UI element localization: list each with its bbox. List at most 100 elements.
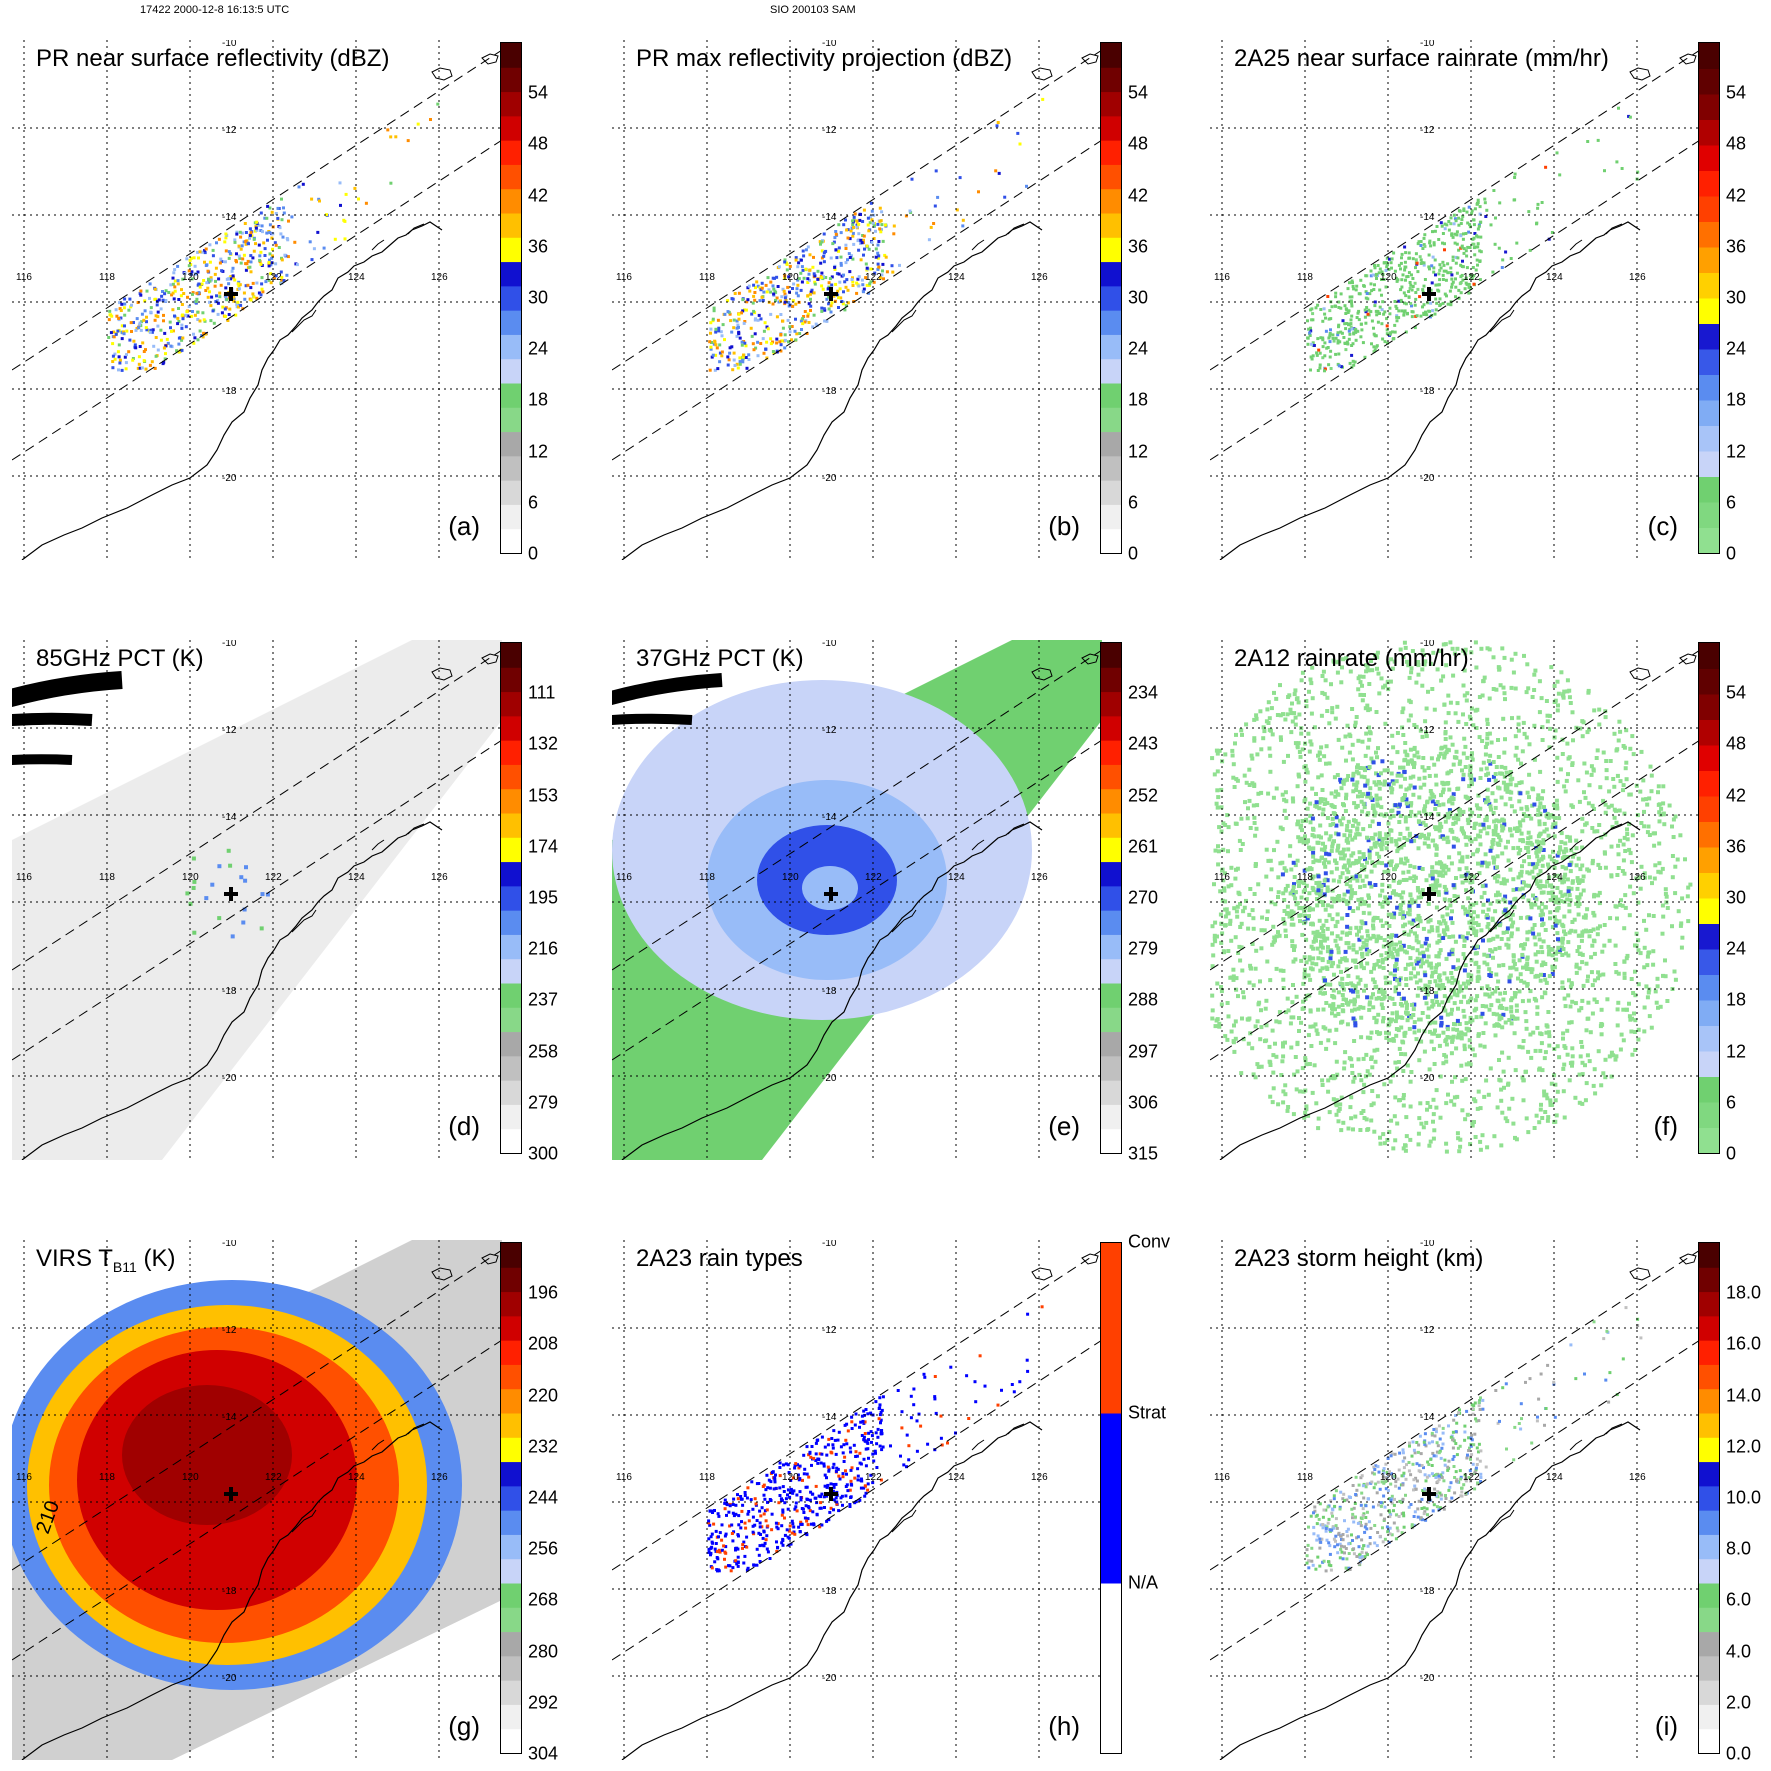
lat-label: -10: [822, 640, 837, 649]
colorbar-swatch: [501, 1080, 521, 1105]
colorbar-swatch: [501, 455, 521, 481]
island-outline: [481, 1253, 499, 1265]
lat-label: -10: [222, 1240, 237, 1249]
storm-center-marker: [824, 1487, 838, 1501]
lat-label: -10: [1420, 40, 1435, 49]
lon-label: 118: [1297, 272, 1313, 283]
colorbar-swatch: [1101, 837, 1121, 863]
colorbar-tick-label: 36: [528, 236, 549, 257]
lat-lon-grid: [12, 640, 502, 1160]
colorbar-tick-label: 4.0: [1726, 1641, 1752, 1662]
lon-label: 126: [1629, 872, 1646, 883]
rain-type-field: [707, 1305, 1044, 1573]
colorbar-swatch: [1101, 358, 1121, 384]
lon-label: 122: [865, 1472, 882, 1483]
colorbar-tick-label: 220: [528, 1385, 559, 1406]
colorbar-tick-label: 14.0: [1726, 1385, 1762, 1406]
lat-label: -20: [1420, 473, 1435, 484]
lon-label: 126: [431, 272, 448, 283]
colorbar-swatch: [1101, 1243, 1121, 1414]
lon-label: 118: [699, 872, 715, 883]
lon-label: 124: [348, 1472, 365, 1483]
storm-center-marker: [1422, 887, 1436, 901]
colorbar-tick-label: 30: [528, 287, 549, 308]
colorbar-swatch: [501, 1583, 521, 1608]
lat-label: -10: [1420, 1240, 1435, 1249]
island-outline: [1629, 1267, 1651, 1281]
colorbar-swatch: [501, 310, 521, 335]
storm-center-marker: [224, 887, 238, 901]
colorbar-tick-label: 111: [528, 682, 556, 703]
lon-label: 118: [699, 272, 715, 283]
colorbar-tick-label: 48: [1128, 133, 1149, 154]
colorbar-swatch: [501, 285, 521, 311]
colorbar-swatches: [1101, 643, 1121, 1153]
colorbar-swatch: [501, 1413, 521, 1438]
colorbar-swatch: [501, 934, 521, 960]
lat-label: -18: [222, 1586, 237, 1597]
island-outline: [1031, 1267, 1053, 1281]
lon-label: 122: [1463, 872, 1480, 883]
colorbar-swatch: [1699, 476, 1719, 503]
colorbar-swatch: [1101, 213, 1121, 238]
swath-edges: [1210, 1249, 1700, 1661]
lat-label: -14: [822, 812, 837, 823]
colorbar-tick-label: 12: [1128, 441, 1149, 462]
colorbar-swatches: [1101, 43, 1121, 553]
colorbar-swatch: [501, 237, 521, 263]
colorbar-tick-label: N/A: [1128, 1572, 1159, 1593]
colorbar-swatch: [1699, 1364, 1719, 1390]
colorbar-swatch: [501, 528, 521, 553]
colorbar-tick-label: 36: [1726, 836, 1747, 857]
storm-id-header: SIO 200103 SAM: [770, 4, 856, 16]
map-area: 116 118 120 122 124 126 -10 -12 -14 -18 -20 37GHz P…: [612, 640, 1102, 1160]
colorbar-tick-label: 174: [528, 836, 559, 857]
lat-label: -18: [822, 986, 837, 997]
lon-label: 124: [1546, 1472, 1563, 1483]
swath-edges: [12, 49, 502, 461]
colorbar-swatch: [1101, 140, 1121, 165]
axis-labels: 116 118 120 122 124 126 -10 -12 -14 -18 -20: [616, 1240, 1048, 1684]
coastline: [21, 821, 443, 1160]
lat-lon-grid: [1210, 1240, 1700, 1760]
colorbar-swatch: [501, 140, 521, 165]
colorbar-swatch: [1699, 847, 1719, 873]
colorbar-swatches: [1699, 643, 1719, 1153]
panel-f: 116 118 120 122 124 126 -10 -12 -14 -18 -20 2A12 ra…: [1210, 640, 1771, 1164]
colorbar-swatch: [1101, 115, 1121, 141]
colorbar-swatch: [501, 164, 521, 190]
swath-edges: [12, 649, 502, 1061]
colorbar-tick-label: Conv: [1128, 1231, 1171, 1252]
colorbar: [1698, 1242, 1720, 1754]
colorbar-tick-label: 6: [528, 492, 539, 513]
colorbar-swatch: [1699, 1127, 1719, 1153]
panel-g: 210 116 118 120 122 124 126 -10 -12 -14 -18 -20 VIRS…: [12, 1240, 582, 1764]
colorbar-swatch: [501, 837, 521, 863]
lat-label: -20: [222, 473, 237, 484]
island-outline: [1031, 667, 1053, 681]
colorbar-swatch: [1699, 1291, 1719, 1317]
colorbar-swatch: [1101, 788, 1121, 814]
lon-label: 116: [616, 272, 632, 283]
coastline: [1219, 821, 1641, 1160]
colorbar-swatch: [1101, 407, 1121, 433]
axis-labels: 116 118 120 122 124 126 -10 -12 -14 -18 -20: [16, 640, 448, 1084]
colorbar-tick-label: 48: [1726, 733, 1747, 754]
colorbar-tick-label: 12: [1726, 441, 1747, 462]
colorbar-swatch: [1699, 1000, 1719, 1026]
coastline: [621, 221, 1043, 560]
island-outline: [481, 653, 499, 665]
colorbar-swatch: [1699, 349, 1719, 375]
colorbar-swatch: [1699, 247, 1719, 273]
colorbar-swatch: [1699, 1485, 1719, 1511]
colorbar-swatch: [1101, 164, 1121, 190]
swath-edges: [1210, 649, 1700, 1061]
colorbar-swatch: [1699, 374, 1719, 401]
colorbar-swatch: [1699, 821, 1719, 848]
colorbar: [1100, 1242, 1122, 1754]
colorbar-swatch: [1699, 949, 1719, 975]
lat-label: -18: [222, 386, 237, 397]
colorbar-swatch: [1699, 221, 1719, 248]
lat-label: -12: [222, 1325, 237, 1336]
colorbar-swatch: [501, 667, 521, 693]
